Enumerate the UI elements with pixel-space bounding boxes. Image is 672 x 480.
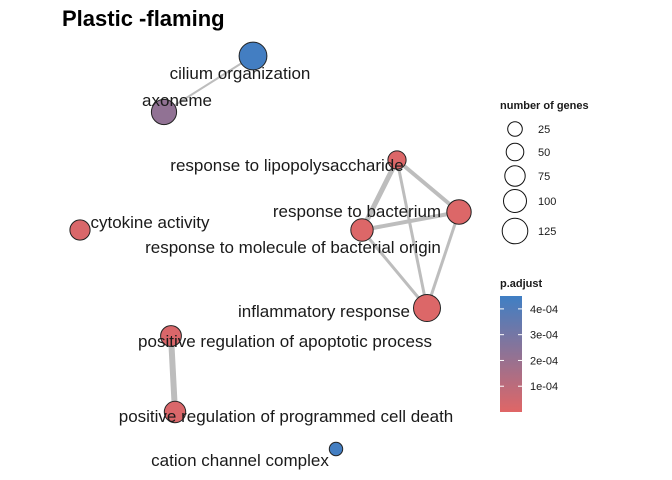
node-cation_channel_complex[interactable] xyxy=(328,441,344,457)
node-label-response_to_molecule_bacterial: response to molecule of bacterial origin xyxy=(145,238,441,257)
size-legend-circle-100 xyxy=(503,189,527,213)
size-legend-circle-75 xyxy=(504,165,526,187)
chart-title: Plastic -flaming xyxy=(62,6,225,31)
size-legend-circle-50 xyxy=(505,142,525,162)
size-legend-label: 25 xyxy=(538,124,550,136)
color-legend-tick-label: 4e-04 xyxy=(530,304,558,316)
node-inflammatory_response[interactable] xyxy=(413,294,441,322)
node-pos_reg_programmed_cell_death[interactable] xyxy=(163,400,187,424)
edge-cilium_organization-axoneme xyxy=(163,55,254,113)
node-label-inflammatory_response: inflammatory response xyxy=(238,302,410,321)
node-label-response_to_bacterium: response to bacterium xyxy=(273,202,441,221)
color-legend-tick-label: 2e-04 xyxy=(530,355,558,367)
node-cytokine_activity[interactable] xyxy=(69,219,91,241)
color-legend-tick-label: 1e-04 xyxy=(530,381,558,393)
size-legend-label: 100 xyxy=(538,196,556,208)
size-legend-label: 50 xyxy=(538,147,550,159)
node-response_to_molecule_bacterial[interactable] xyxy=(350,218,374,242)
edge-response_to_bacterium-inflammatory_response xyxy=(425,210,461,310)
size-legend: number of genes 25 50 75 100 125 xyxy=(500,100,589,245)
edge-response_to_bacterium-response_to_molecule_bacterial xyxy=(360,210,461,232)
network-nodes xyxy=(69,41,472,457)
network-edges xyxy=(163,55,461,415)
node-axoneme[interactable] xyxy=(150,98,178,126)
size-legend-title: number of genes xyxy=(500,100,589,112)
color-legend-title: p.adjust xyxy=(500,278,543,290)
size-legend-label: 75 xyxy=(538,171,550,183)
node-pos_reg_apoptotic[interactable] xyxy=(160,325,182,347)
node-label-cilium_organization: cilium organization xyxy=(170,64,311,83)
color-legend: p.adjust 1e-04 2e-04 3e-04 4e-04 xyxy=(500,278,558,412)
node-label-axoneme: axoneme xyxy=(142,91,212,110)
edge-pos_reg_apoptotic-pos_reg_programmed_cell_death xyxy=(168,333,178,415)
node-label-cation_channel_complex: cation channel complex xyxy=(151,451,329,470)
edge-response_to_lps-response_to_molecule_bacterial xyxy=(359,157,400,233)
node-label-pos_reg_programmed_cell_death: positive regulation of programmed cell d… xyxy=(119,407,454,426)
size-legend-circle-25 xyxy=(507,121,523,137)
color-legend-bar xyxy=(500,296,522,412)
size-legend-circle-125 xyxy=(501,217,529,245)
node-label-pos_reg_apoptotic: positive regulation of apoptotic process xyxy=(138,332,432,351)
node-response_to_bacterium[interactable] xyxy=(446,199,472,225)
edge-response_to_lps-inflammatory_response xyxy=(395,158,429,310)
size-legend-label: 125 xyxy=(538,226,556,238)
edge-response_to_lps-response_to_bacterium xyxy=(395,158,461,214)
node-response_to_lps[interactable] xyxy=(387,150,407,170)
edge-response_to_molecule_bacterial-inflammatory_response xyxy=(360,228,429,310)
node-cilium_organization[interactable] xyxy=(238,41,268,71)
network-labels: cilium organization axoneme response to li… xyxy=(90,64,453,470)
node-label-response_to_lps: response to lipopolysaccharide xyxy=(170,156,403,175)
color-legend-tick-label: 3e-04 xyxy=(530,330,558,342)
node-label-cytokine_activity: cytokine activity xyxy=(90,213,210,232)
